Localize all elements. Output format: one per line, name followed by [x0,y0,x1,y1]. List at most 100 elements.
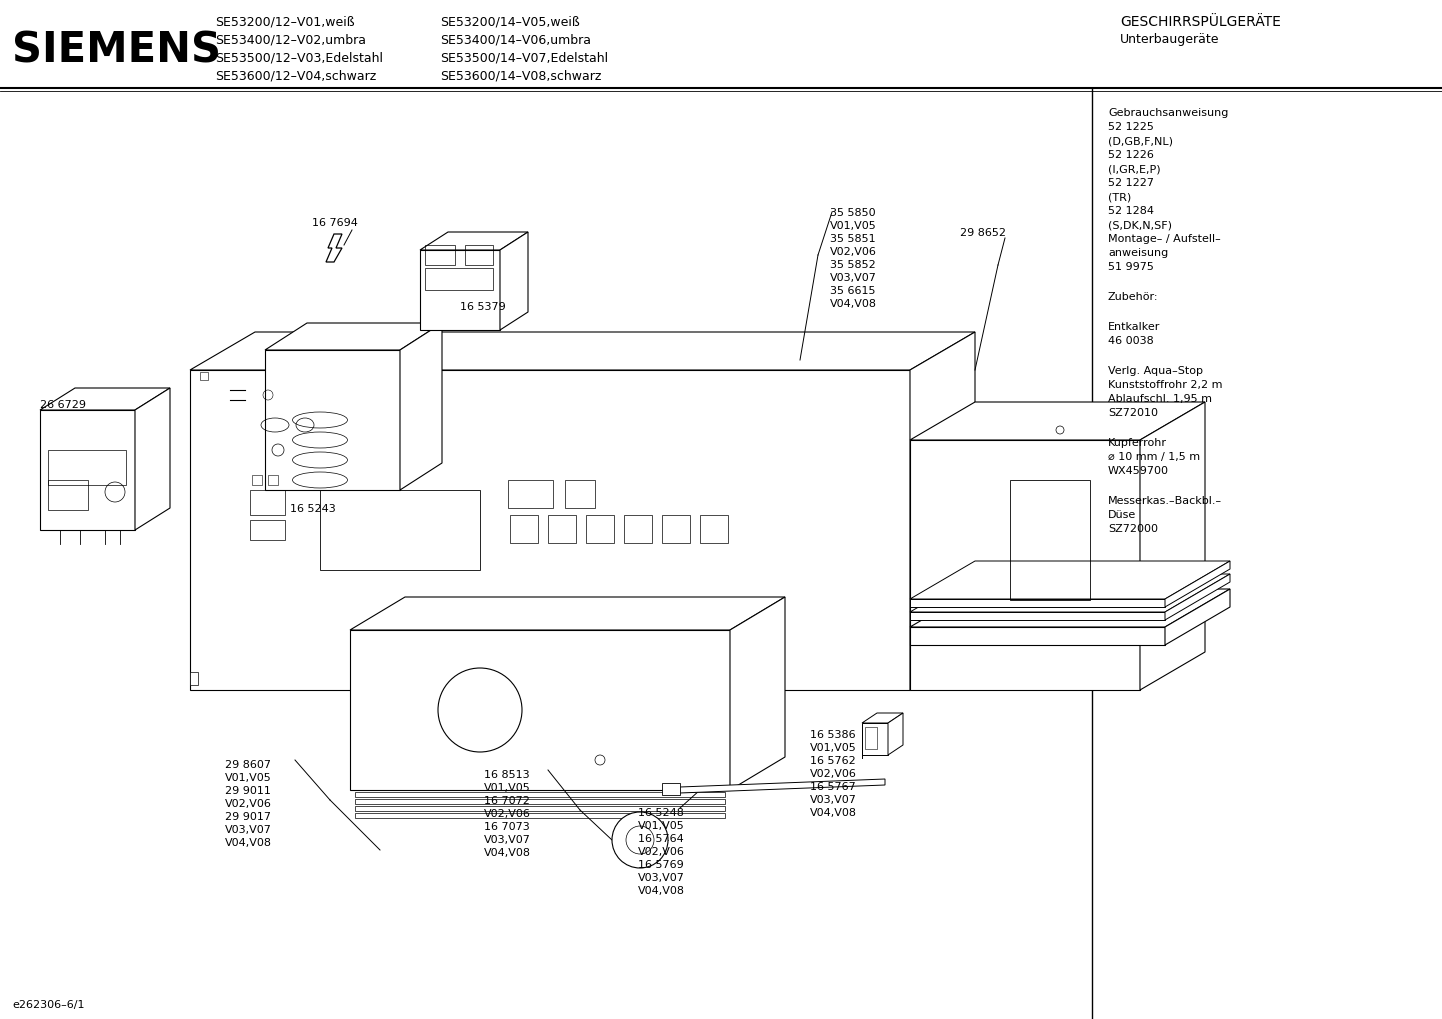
Text: (S,DK,N,SF): (S,DK,N,SF) [1107,220,1172,230]
Text: (D,GB,F,NL): (D,GB,F,NL) [1107,136,1172,146]
Text: V01,V05: V01,V05 [225,773,271,783]
Text: Kunststoffrohr 2,2 m: Kunststoffrohr 2,2 m [1107,380,1223,390]
Text: Kupferrohr: Kupferrohr [1107,438,1167,448]
Text: V04,V08: V04,V08 [225,838,273,848]
Bar [249,520,286,540]
Text: 16 7073: 16 7073 [485,822,529,832]
Text: (TR): (TR) [1107,192,1132,202]
Text: V01,V05: V01,V05 [485,783,531,793]
Text: 35 5850: 35 5850 [831,208,875,218]
Polygon shape [910,589,1230,627]
Text: 16 5764: 16 5764 [637,834,684,844]
Text: 16 7694: 16 7694 [311,218,358,228]
Polygon shape [910,561,1230,599]
Polygon shape [355,813,725,818]
Text: SE53200/14–V05,weiß: SE53200/14–V05,weiß [440,15,580,28]
Text: V02,V06: V02,V06 [225,799,273,809]
Text: Unterbaugeräte: Unterbaugeräte [1120,33,1220,46]
Text: 35 5851: 35 5851 [831,234,875,244]
Text: SE53500/12–V03,Edelstahl: SE53500/12–V03,Edelstahl [215,51,384,64]
Text: SE53500/14–V07,Edelstahl: SE53500/14–V07,Edelstahl [440,51,609,64]
Bar [565,480,596,508]
Bar [249,490,286,515]
Text: 29 9011: 29 9011 [225,786,271,796]
Polygon shape [326,234,342,262]
Text: V01,V05: V01,V05 [831,221,877,231]
Bar [252,475,262,485]
Text: 46 0038: 46 0038 [1107,336,1154,346]
Text: e262306–6/1: e262306–6/1 [12,1000,85,1010]
Text: SZ72000: SZ72000 [1107,524,1158,534]
Polygon shape [662,783,681,795]
Text: V02,V06: V02,V06 [485,809,531,819]
Text: V04,V08: V04,V08 [831,299,877,309]
Polygon shape [1165,561,1230,607]
Text: SIEMENS: SIEMENS [12,29,221,71]
Text: SZ72010: SZ72010 [1107,408,1158,418]
Text: 52 1226: 52 1226 [1107,150,1154,160]
Text: Ablaufschl. 1,95 m: Ablaufschl. 1,95 m [1107,394,1211,404]
Text: 16 5769: 16 5769 [637,860,684,870]
Text: V04,V08: V04,V08 [810,808,857,818]
Polygon shape [249,468,461,495]
Text: V02,V06: V02,V06 [831,247,877,257]
Text: 52 1227: 52 1227 [1107,178,1154,187]
Polygon shape [910,612,1165,620]
Text: V04,V08: V04,V08 [637,886,685,896]
Text: 16 5248: 16 5248 [637,808,684,818]
Text: V01,V05: V01,V05 [637,821,685,832]
Text: Entkalker: Entkalker [1107,322,1161,332]
Text: anweisung: anweisung [1107,248,1168,258]
Polygon shape [730,597,784,790]
Polygon shape [681,779,885,793]
Polygon shape [399,323,443,490]
Polygon shape [136,388,170,530]
Bar [548,515,575,543]
Text: V01,V05: V01,V05 [810,743,857,753]
Text: 16 5386: 16 5386 [810,730,855,740]
Polygon shape [200,372,208,380]
Polygon shape [190,672,198,685]
Text: ⌀ 10 mm / 1,5 m: ⌀ 10 mm / 1,5 m [1107,452,1200,462]
Text: V02,V06: V02,V06 [810,769,857,779]
Text: Verlg. Aqua–Stop: Verlg. Aqua–Stop [1107,366,1203,376]
Text: SE53200/12–V01,weiß: SE53200/12–V01,weiß [215,15,355,28]
Bar [48,450,125,485]
Bar [425,245,456,265]
Polygon shape [910,599,1165,607]
Text: 26 6729: 26 6729 [40,400,87,410]
Text: SE53400/14–V06,umbra: SE53400/14–V06,umbra [440,33,591,46]
Text: 35 5852: 35 5852 [831,260,875,270]
Text: WX459700: WX459700 [1107,466,1169,476]
Polygon shape [888,713,903,755]
Bar [320,490,480,570]
Text: Gebrauchsanweisung: Gebrauchsanweisung [1107,108,1229,118]
Bar [464,245,493,265]
Text: (I,GR,E,P): (I,GR,E,P) [1107,164,1161,174]
Polygon shape [40,388,170,410]
Text: 29 8607: 29 8607 [225,760,271,770]
Text: Düse: Düse [1107,510,1136,520]
Text: V03,V07: V03,V07 [637,873,685,883]
Polygon shape [420,250,500,330]
Text: V03,V07: V03,V07 [225,825,273,835]
Text: 35 6615: 35 6615 [831,286,875,296]
Polygon shape [420,232,528,250]
Bar [624,515,652,543]
Polygon shape [355,792,725,797]
Text: V02,V06: V02,V06 [637,847,685,857]
Bar [699,515,728,543]
Polygon shape [190,332,975,370]
Polygon shape [910,332,975,690]
Text: Montage– / Aufstell–: Montage– / Aufstell– [1107,234,1221,244]
Bar [510,515,538,543]
Polygon shape [862,713,903,723]
Text: 52 1225: 52 1225 [1107,122,1154,132]
Text: V03,V07: V03,V07 [831,273,877,283]
Text: V04,V08: V04,V08 [485,848,531,858]
Polygon shape [910,440,1141,690]
Polygon shape [1141,403,1206,690]
Text: 16 5243: 16 5243 [290,504,336,514]
Polygon shape [190,370,910,690]
Polygon shape [265,350,399,490]
